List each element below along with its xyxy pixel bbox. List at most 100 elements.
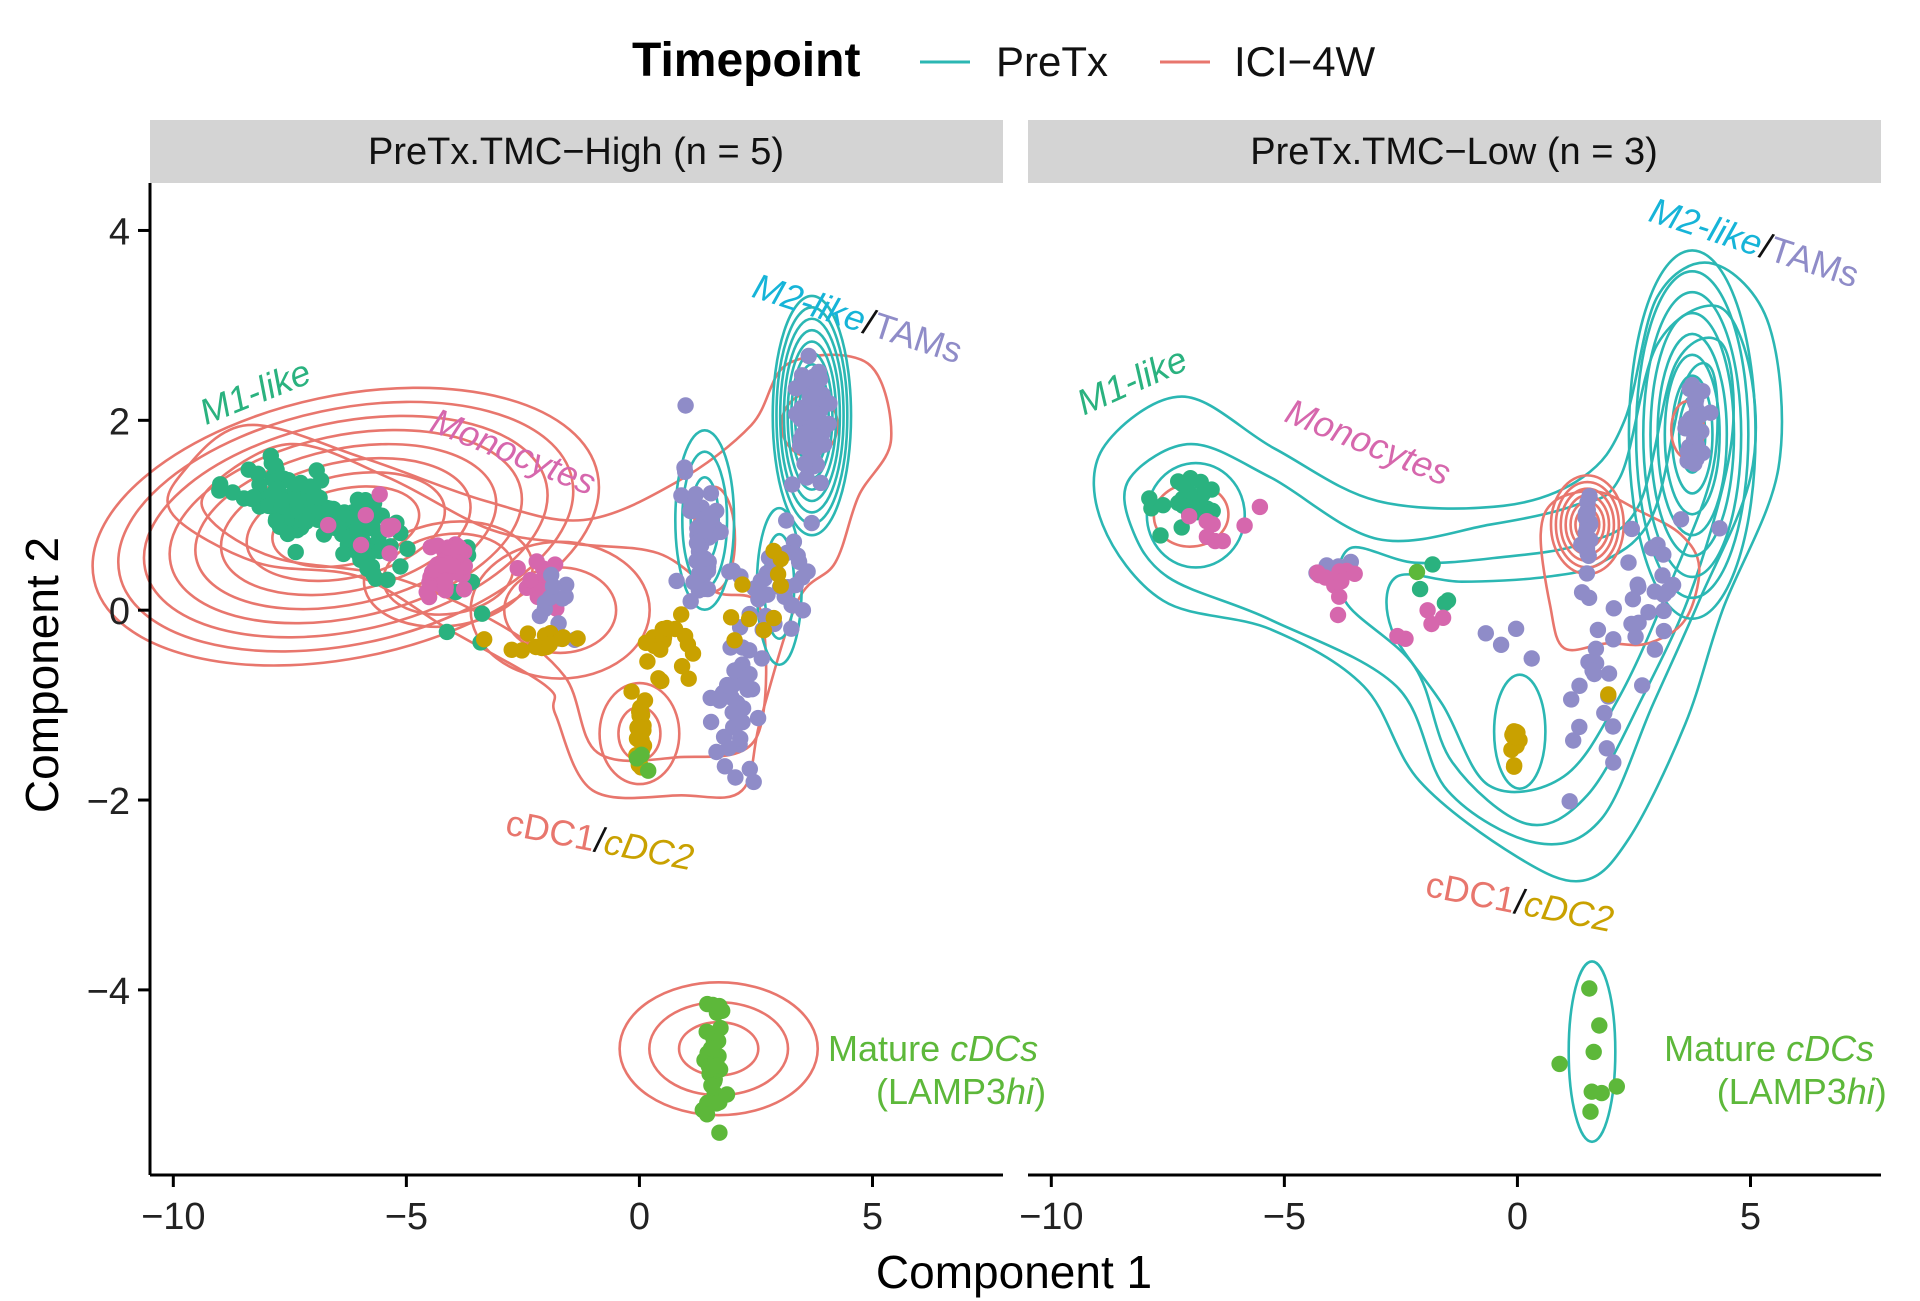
density-contour-ici [469,540,651,680]
cell-point-tams [1582,531,1599,549]
cell-point-monocytes [1331,588,1348,605]
cell-point-mature [640,762,657,779]
cell-point-mature [1585,1043,1602,1061]
cell-point-tams [1580,589,1598,606]
cell-point-m1 [335,545,352,563]
facet-strip-label: PreTx.TMC−Low (n = 3) [1250,131,1658,173]
cell-point-m1 [262,447,279,465]
cell-point-m1 [1152,527,1169,544]
cell-point-tams [699,580,716,598]
annotation-part: cDCs [950,1028,1038,1069]
density-contour-pretx [674,428,736,612]
cell-point-cdc2 [740,610,758,628]
cell-point-tams [741,642,758,659]
cell-point-tams [796,455,813,472]
cell-point-tams [1655,602,1672,620]
cell-point-mature [711,1124,728,1141]
density-contour-pretx [1123,304,1758,846]
density-contour-pretx [1663,353,1721,516]
cell-point-monocytes [1346,565,1363,582]
cell-point-cdc2 [541,636,558,653]
cell-point-tams [1563,691,1580,708]
cell-point-mature [1608,1078,1626,1095]
cell-point-monocytes [1181,508,1198,525]
cell-point-tams [702,713,720,731]
cell-point-tams [696,550,714,567]
cell-point-tams [1571,677,1588,694]
cell-point-cdc2 [555,629,572,646]
x-tick-label: −10 [141,1196,205,1238]
density-contour-pretx [1385,362,1719,794]
cell-point-tams [797,424,814,441]
density-contour-ici [194,442,498,611]
cell-point-tams [1571,718,1588,736]
cell-point-monocytes [436,572,454,590]
cell-point-tams [812,474,829,492]
cell-point-tams [783,620,800,637]
cell-point-mature [702,1040,720,1057]
cell-point-tams [1624,591,1642,608]
annotation-part: hi [1006,1071,1035,1112]
density-contour-pretx [782,328,842,503]
cell-point-m1 [392,558,409,575]
x-tick-label: 5 [1740,1196,1761,1238]
density-contour-pretx [1641,290,1743,579]
cell-point-cdc2 [631,703,648,720]
cell-point-tams [743,681,761,698]
cell-point-monocytes [1236,517,1253,534]
y-tick-label: −4 [87,971,130,1013]
cell-point-mature [1581,980,1598,997]
cell-point-cdc2 [629,718,647,735]
cell-point-monocytes [1329,606,1347,624]
cluster-annotation: Mature cDCs [1664,1028,1874,1069]
cell-point-tams [683,502,701,520]
cell-points [1141,376,1728,1120]
cell-point-cdc2 [652,641,669,658]
density-contour-pretx [1649,311,1736,558]
cell-point-mature [703,1077,720,1094]
cell-point-monocytes [1434,609,1452,626]
cell-point-tams [1561,793,1578,810]
cell-point-m1 [438,623,456,641]
cell-point-tams [732,730,749,747]
annotation-part: (LAMP3 [1717,1071,1847,1112]
cell-point-cdc2 [673,606,690,623]
cell-point-tams [1589,621,1607,639]
cell-point-tams [558,576,575,593]
cell-point-mature [1551,1055,1568,1073]
cell-point-tams [1492,636,1510,653]
y-axis-title: Component 2 [16,537,68,813]
cell-point-m1 [364,520,382,537]
cell-point-tams [544,578,562,595]
cell-point-m1 [267,512,285,530]
cell-point-cdc2 [1505,758,1523,775]
density-contour-ici [168,428,524,625]
density-contour-pretx [1634,269,1750,600]
cell-point-monocytes [1333,573,1350,590]
y-tick-label: 4 [109,211,130,253]
density-contour-ici [117,400,575,653]
cell-point-tams [688,534,706,552]
cell-point-m1 [1424,556,1441,573]
cell-point-tams [687,486,704,503]
y-tick-label: −2 [87,781,130,823]
cell-point-tams [1565,732,1582,749]
cell-point-m1 [260,497,277,515]
cell-point-tams [759,586,776,603]
cell-point-cdc2 [1508,723,1525,741]
cell-point-tams [1672,511,1690,528]
cell-point-tams [685,574,702,591]
cell-point-mature [1583,1083,1601,1100]
density-contour-ici [166,353,893,800]
cell-point-tams [1598,740,1616,757]
density-contour-pretx [1145,461,1247,569]
cell-point-m1 [1154,497,1172,514]
cell-point-tams [800,347,817,365]
cell-point-tams [806,405,823,422]
annotation-part: Mature [1664,1028,1786,1069]
density-contour-pretx [771,294,853,537]
cell-point-tams [1507,620,1525,637]
y-tick-label: 0 [109,591,130,633]
cell-point-tams [1605,754,1622,771]
cell-point-cdc2 [755,622,773,639]
